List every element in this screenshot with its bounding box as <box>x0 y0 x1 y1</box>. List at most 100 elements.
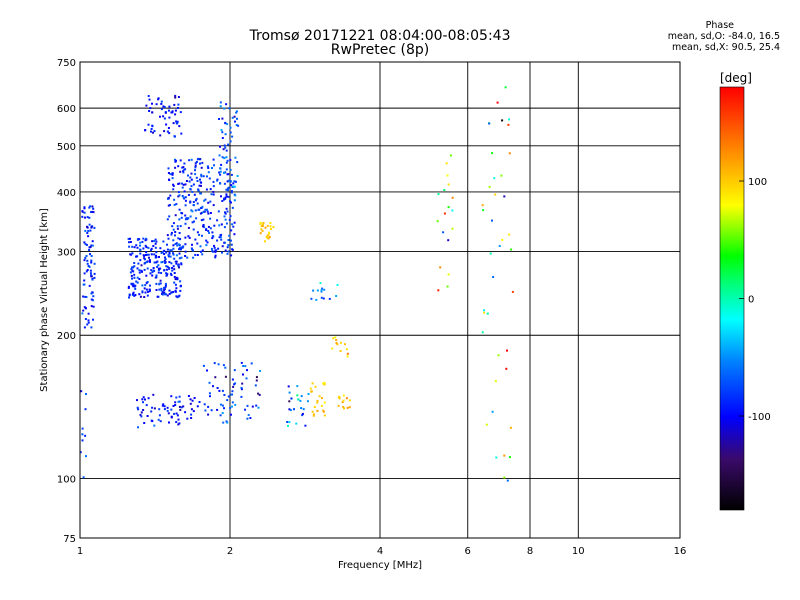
data-point <box>161 290 164 293</box>
data-point <box>451 209 454 212</box>
data-point <box>213 224 216 227</box>
data-point <box>161 404 164 407</box>
data-point <box>485 423 488 426</box>
data-point <box>286 421 289 423</box>
data-point <box>234 120 236 123</box>
data-point <box>328 297 331 300</box>
data-point <box>447 206 450 209</box>
data-point <box>228 218 231 221</box>
data-point <box>207 413 210 416</box>
data-point <box>214 254 217 257</box>
data-point <box>161 250 164 253</box>
data-point <box>182 170 185 173</box>
data-point <box>211 237 214 240</box>
data-point <box>166 243 168 246</box>
data-point <box>178 208 181 211</box>
data-point <box>225 193 228 196</box>
data-point <box>177 195 180 198</box>
data-point <box>86 216 89 219</box>
data-point <box>90 292 93 295</box>
data-point <box>190 417 193 419</box>
data-point <box>88 223 91 226</box>
data-point <box>168 215 171 218</box>
data-point <box>508 456 511 459</box>
data-point <box>449 154 452 157</box>
data-point <box>187 395 190 397</box>
data-point <box>165 274 168 277</box>
data-point <box>177 237 180 240</box>
data-point <box>135 255 138 258</box>
data-point <box>179 285 182 288</box>
data-point <box>144 398 146 401</box>
data-point <box>224 133 227 136</box>
data-point <box>169 272 172 275</box>
data-point <box>194 173 197 176</box>
data-point <box>83 207 86 210</box>
data-point <box>137 408 140 411</box>
data-point <box>219 236 222 239</box>
data-point <box>288 400 291 403</box>
data-point <box>240 361 243 364</box>
data-point <box>168 252 171 255</box>
data-point <box>174 290 177 293</box>
data-point <box>86 269 89 271</box>
data-point <box>227 395 230 398</box>
data-point <box>257 392 260 395</box>
data-point <box>226 246 229 249</box>
data-point <box>184 199 187 202</box>
data-point <box>160 108 163 111</box>
data-point <box>84 256 87 259</box>
data-point <box>130 274 133 277</box>
data-point <box>171 267 174 269</box>
data-point <box>193 220 195 223</box>
data-point <box>165 123 168 126</box>
data-point <box>211 250 214 253</box>
data-point <box>348 399 351 402</box>
data-point <box>342 406 345 408</box>
data-point <box>91 291 94 294</box>
data-point <box>146 415 149 417</box>
data-point <box>160 252 163 254</box>
data-point <box>212 185 215 188</box>
data-point <box>182 183 185 186</box>
data-point <box>87 235 90 238</box>
data-point <box>174 109 177 112</box>
data-point <box>90 261 93 264</box>
data-point <box>494 380 497 383</box>
data-point <box>222 148 225 151</box>
data-point <box>154 246 157 249</box>
data-point <box>143 422 146 424</box>
data-point <box>341 401 344 404</box>
data-point <box>81 210 84 213</box>
data-point <box>168 132 171 135</box>
data-point <box>230 190 233 193</box>
data-point <box>84 434 87 437</box>
data-point <box>172 244 175 247</box>
data-point <box>145 261 148 264</box>
data-point <box>149 107 152 110</box>
data-point <box>166 218 169 221</box>
data-point <box>164 286 167 289</box>
data-point <box>81 215 84 218</box>
data-point <box>169 249 172 252</box>
data-point <box>173 272 176 274</box>
data-point <box>194 209 197 212</box>
data-point <box>224 146 227 149</box>
data-point <box>168 266 171 269</box>
data-point <box>190 185 193 188</box>
data-point <box>481 204 484 207</box>
data-point <box>176 120 179 123</box>
data-point <box>135 280 138 283</box>
data-point <box>177 107 179 109</box>
data-point <box>259 232 262 235</box>
data-point <box>206 241 209 244</box>
data-point <box>259 370 262 372</box>
data-point <box>146 281 149 283</box>
data-point <box>156 265 159 268</box>
data-point <box>86 262 89 265</box>
data-point <box>89 205 92 208</box>
data-point <box>345 348 348 351</box>
data-point <box>194 238 197 241</box>
data-point <box>334 336 337 339</box>
data-point <box>211 235 214 238</box>
